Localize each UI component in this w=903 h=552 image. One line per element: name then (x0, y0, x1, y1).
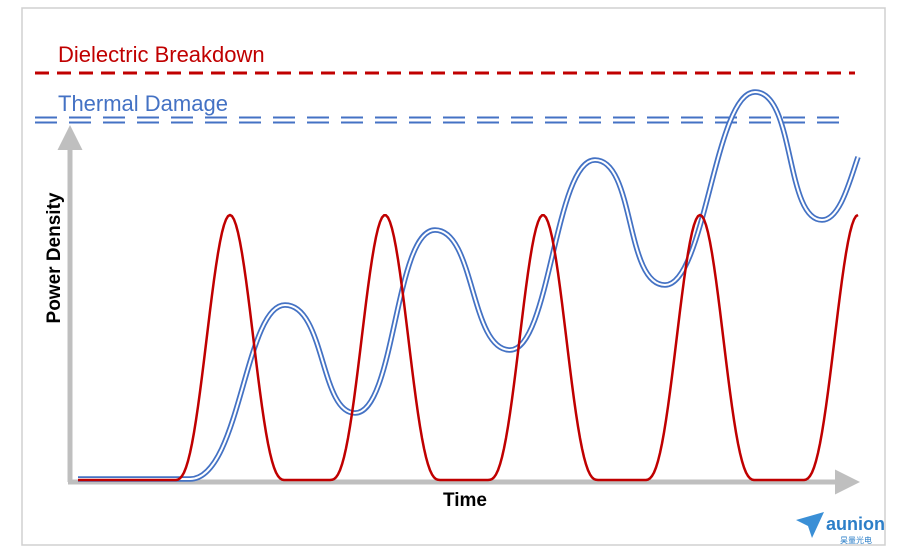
pulse-curve (78, 213, 859, 482)
thermal-curve (78, 89, 861, 482)
x-axis-label: Time (443, 490, 487, 511)
logo-name: aunion (826, 514, 885, 534)
logo: aunion 昊量光电 (796, 512, 885, 545)
y-axis-label: Power Density (44, 192, 65, 323)
dielectric-label: Dielectric Breakdown (58, 42, 265, 67)
thermal-label: Thermal Damage (58, 91, 228, 116)
frame (21, 7, 886, 546)
logo-subtitle: 昊量光电 (840, 535, 872, 545)
